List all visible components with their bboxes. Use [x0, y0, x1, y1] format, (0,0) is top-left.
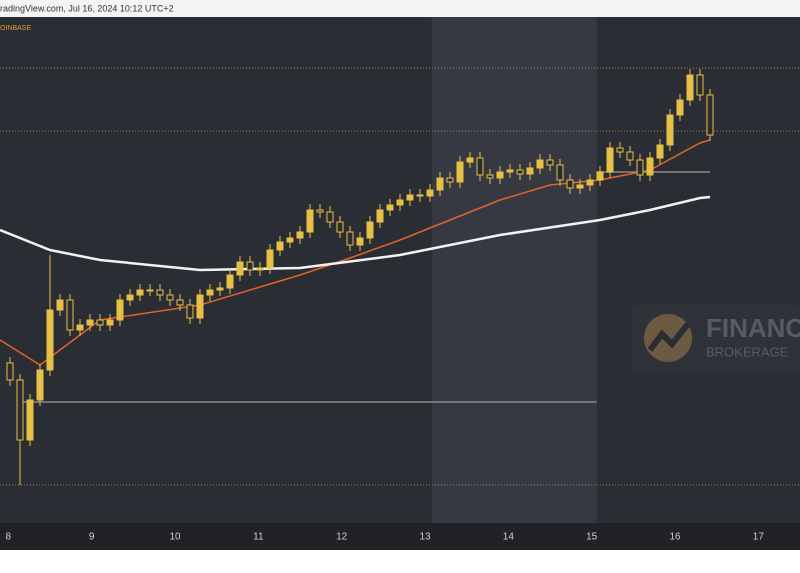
candle-body: [536, 159, 544, 169]
candle-body: [106, 319, 114, 326]
candle-body: [376, 209, 384, 223]
candle-body: [86, 319, 94, 326]
candle-body: [416, 194, 424, 197]
candle-body: [646, 157, 654, 176]
x-tick-label: 14: [503, 532, 515, 543]
x-tick-label: 8: [6, 532, 12, 543]
candle-body: [706, 94, 714, 136]
moving-average-line: [0, 195, 711, 272]
candle-body: [636, 159, 644, 176]
exchange: OINBASE: [0, 25, 31, 32]
candle-body: [666, 114, 674, 146]
candle-body: [626, 151, 634, 161]
candle-body: [156, 289, 164, 296]
header: radingView.com, Jul 16, 2024 10:12 UTC+2: [0, 3, 174, 13]
candle-body: [696, 74, 704, 96]
candle-body: [46, 309, 54, 371]
candle-body: [656, 144, 664, 159]
candle-body: [76, 324, 84, 331]
plot-bg: [0, 17, 800, 523]
candle-body: [466, 157, 474, 163]
candle-body: [36, 369, 44, 401]
top-bar: [0, 0, 800, 17]
candle-body: [346, 231, 354, 246]
x-tick-label: 13: [419, 532, 431, 543]
candle-body: [616, 147, 624, 153]
x-tick-label: 16: [669, 532, 681, 543]
candle-body: [476, 157, 484, 176]
candle-body: [406, 194, 414, 201]
candle-body: [676, 99, 684, 116]
candle-body: [26, 399, 34, 441]
candle-body: [286, 237, 294, 243]
x-tick-label: 15: [586, 532, 598, 543]
candle-body: [196, 294, 204, 319]
candle-body: [456, 161, 464, 183]
bottom-bar: [0, 550, 800, 573]
candle-body: [176, 299, 184, 306]
candle-body: [516, 169, 524, 175]
x-tick-label: 11: [253, 532, 264, 543]
candle-body: [306, 209, 314, 233]
candle-body: [596, 171, 604, 181]
candle-body: [216, 287, 224, 291]
watermark-text: FINANC: [706, 313, 800, 343]
candle-body: [366, 221, 374, 239]
candle-body: [566, 179, 574, 189]
candle-body: [66, 299, 74, 331]
candle-body: [96, 319, 104, 326]
candle-body: [226, 274, 234, 289]
candle-body: [606, 147, 614, 173]
candle-body: [326, 211, 334, 223]
candle-body: [16, 379, 24, 441]
candle-body: [126, 294, 134, 301]
candle-body: [116, 299, 124, 321]
x-tick-label: 17: [753, 532, 765, 543]
watermark: FINANC BROKERAGE: [632, 305, 800, 371]
candle-body: [136, 289, 144, 296]
candle-body: [6, 362, 14, 381]
candle-body: [146, 289, 154, 292]
candle-body: [496, 171, 504, 179]
candle-body: [686, 74, 694, 101]
candle-body: [276, 241, 284, 251]
candle-body: [576, 184, 584, 189]
candle-body: [556, 164, 564, 181]
x-tick-label: 10: [169, 532, 181, 543]
candle-body: [386, 204, 394, 211]
x-tick-label: 9: [89, 532, 95, 543]
candle-body: [396, 199, 404, 206]
candle-body: [506, 169, 514, 173]
candle-body: [546, 159, 554, 166]
candle-body: [236, 261, 244, 276]
candle-body: [56, 299, 64, 311]
candle-body: [446, 177, 454, 183]
candle-body: [256, 267, 264, 271]
candle-body: [426, 189, 434, 197]
candle-body: [166, 294, 174, 301]
candle-body: [246, 261, 254, 271]
candle-body: [436, 177, 444, 191]
candle-body: [266, 249, 274, 269]
x-tick-label: 12: [336, 532, 348, 543]
watermark-subtext: BROKERAGE: [706, 344, 789, 359]
x-axis-bg: [0, 523, 800, 550]
candle-body: [186, 304, 194, 319]
candle-body: [586, 179, 594, 186]
candle-body: [526, 167, 534, 175]
candle-body: [486, 174, 494, 179]
candle-body: [356, 237, 364, 246]
watermark-logo-mark: [647, 322, 691, 352]
candle-body: [316, 209, 324, 213]
candle-body: [206, 289, 214, 296]
candle-body: [336, 221, 344, 233]
candle-body: [296, 231, 304, 239]
highlight-zone: [431, 17, 597, 523]
